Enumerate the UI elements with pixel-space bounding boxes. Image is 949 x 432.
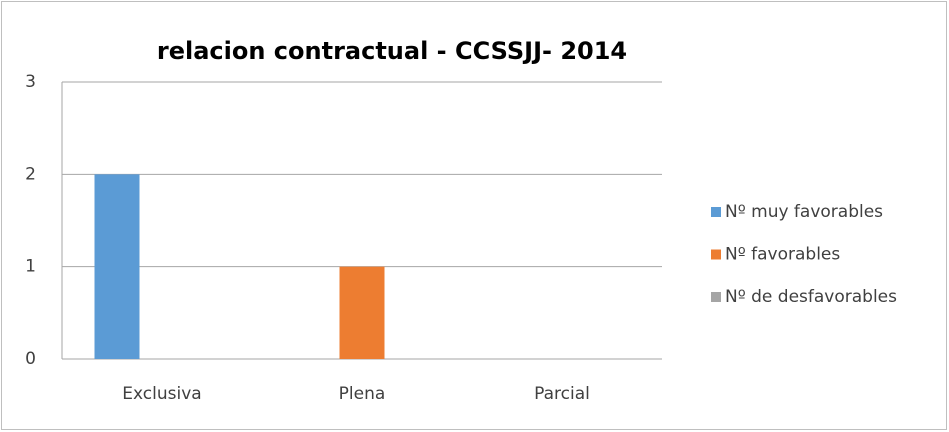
chart-title: relacion contractual - CCSSJJ- 2014 [157,37,627,65]
bar [94,174,140,359]
legend-swatch [711,207,721,217]
legend-swatch [711,292,721,302]
y-tick-label: 0 [25,349,36,369]
legend-swatch [711,249,721,260]
y-tick-label: 3 [25,72,36,92]
x-tick-label: Plena [339,384,386,404]
x-tick-label: Exclusiva [122,384,201,404]
y-tick-label: 2 [25,164,36,184]
legend-label: Nº muy favorables [725,202,883,222]
legend-label: Nº de desfavorables [725,287,897,307]
x-tick-label: Parcial [534,384,590,404]
legend-label: Nº favorables [725,245,840,265]
y-tick-label: 1 [25,257,36,277]
bar [339,266,385,359]
